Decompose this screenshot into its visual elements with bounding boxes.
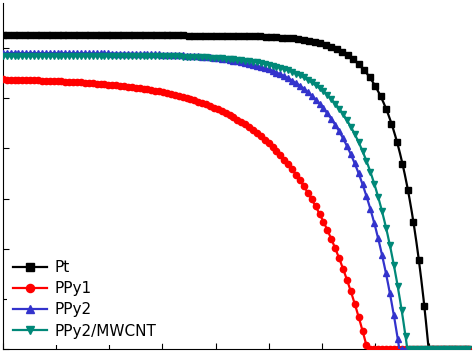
PPy2 — [83, 51, 89, 55]
PPy1 — [276, 151, 282, 156]
PPy2 — [0, 51, 6, 55]
PPy1 — [365, 347, 371, 351]
Pt — [0, 33, 6, 38]
PPy1 — [313, 204, 319, 208]
PPy1 — [83, 81, 89, 85]
PPy2/MWCNT — [212, 56, 218, 60]
Line: PPy1: PPy1 — [0, 76, 474, 352]
PPy1 — [212, 106, 218, 110]
Pt — [426, 347, 432, 351]
PPy2 — [212, 56, 218, 60]
PPy2 — [120, 51, 126, 56]
PPy2/MWCNT — [276, 65, 282, 69]
PPy1 — [353, 304, 358, 308]
PPy2/MWCNT — [468, 347, 474, 351]
Pt — [83, 33, 89, 38]
PPy2 — [397, 347, 403, 351]
Line: PPy2/MWCNT: PPy2/MWCNT — [0, 52, 474, 352]
PPy2/MWCNT — [353, 133, 358, 138]
PPy2 — [468, 347, 474, 351]
PPy2 — [313, 98, 319, 102]
PPy2/MWCNT — [313, 83, 319, 87]
PPy2 — [276, 71, 282, 76]
PPy1 — [0, 77, 6, 82]
Pt — [468, 347, 474, 351]
Pt — [212, 33, 218, 38]
Line: PPy2: PPy2 — [0, 50, 474, 352]
Line: Pt: Pt — [0, 32, 474, 352]
Pt — [120, 33, 126, 38]
PPy2 — [353, 163, 358, 168]
PPy1 — [120, 84, 126, 88]
Pt — [353, 59, 358, 63]
PPy2/MWCNT — [120, 54, 126, 58]
PPy2/MWCNT — [405, 347, 410, 351]
Pt — [313, 40, 319, 44]
PPy2/MWCNT — [0, 54, 6, 58]
Pt — [276, 35, 282, 39]
PPy2/MWCNT — [83, 54, 89, 58]
PPy1 — [468, 347, 474, 351]
Legend: Pt, PPy1, PPy2, PPy2/MWCNT: Pt, PPy1, PPy2, PPy2/MWCNT — [8, 254, 163, 345]
